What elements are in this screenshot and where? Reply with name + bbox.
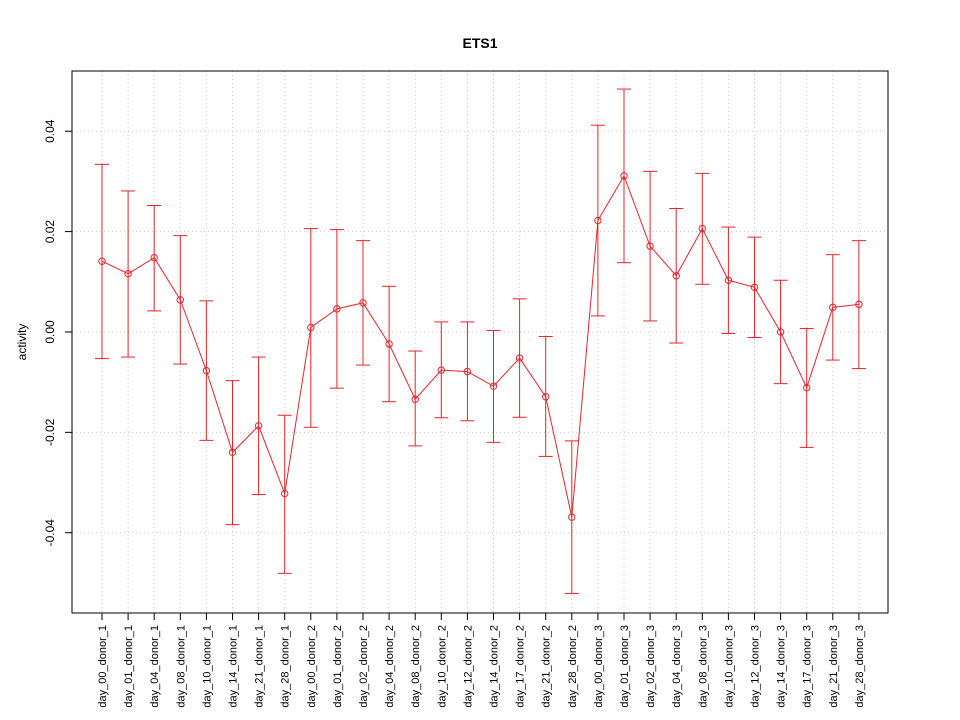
x-tick-label: day_08_donor_2: [410, 625, 422, 708]
data-point: [437, 366, 445, 374]
data-point: [594, 216, 602, 225]
data-point: [98, 257, 106, 265]
x-tick-label: day_04_donor_1: [149, 625, 161, 708]
y-axis: -0.04 -0.02 0.00 0.02 0.04: [43, 119, 72, 546]
data-point: [333, 305, 341, 313]
data-point: [646, 242, 654, 250]
x-tick-label: day_01_donor_2: [332, 625, 344, 708]
x-tick-label: day_28_donor_2: [567, 625, 579, 708]
x-tick-label: day_01_donor_3: [619, 625, 631, 708]
data-point: [672, 272, 680, 280]
y-axis-label: activity: [15, 324, 29, 361]
x-axis: day_00_donor_1 day_01_donor_1 day_04_donor…: [97, 613, 866, 708]
x-tick-label: day_21_donor_3: [828, 625, 840, 708]
data-point: [463, 367, 472, 376]
x-tick-label: day_21_donor_1: [254, 625, 266, 708]
plot-frame: [71, 70, 889, 614]
x-tick-label: day_21_donor_2: [541, 625, 553, 708]
x-tick-label: day_12_donor_3: [750, 625, 762, 708]
data-point: [124, 270, 132, 278]
data-point: [568, 513, 576, 521]
data-point: [150, 253, 158, 262]
x-tick-label: day_14_donor_1: [228, 625, 240, 708]
y-tick-label: -0.04: [43, 519, 57, 547]
data-point: [855, 300, 863, 309]
data-point: [829, 303, 837, 312]
data-point: [489, 382, 498, 390]
x-tick-label: day_02_donor_3: [645, 625, 657, 708]
x-tick-label: day_00_donor_3: [593, 625, 605, 708]
data-point: [176, 296, 185, 304]
data-point: [776, 328, 785, 336]
data-point: [803, 383, 811, 392]
data-point: [359, 299, 367, 307]
x-tick-label: day_17_donor_3: [802, 625, 814, 708]
x-tick-label: day_02_donor_2: [358, 625, 370, 708]
data-point: [385, 340, 393, 348]
data-point: [202, 366, 211, 375]
activity-series: [95, 88, 866, 594]
y-tick-label: 0.02: [43, 220, 57, 244]
x-tick-label: day_04_donor_2: [384, 625, 396, 708]
y-tick-label: 0.04: [43, 119, 57, 143]
x-tick-label: day_00_donor_1: [97, 625, 109, 708]
y-tick-label: 0.00: [43, 320, 57, 344]
data-point: [620, 172, 628, 180]
grid-lines: [72, 71, 888, 613]
y-tick-label: -0.02: [43, 418, 57, 446]
data-point: [724, 276, 733, 284]
data-point: [515, 354, 524, 362]
x-tick-label: day_28_donor_1: [280, 625, 292, 708]
x-tick-label: day_10_donor_1: [201, 625, 213, 708]
x-tick-label: day_04_donor_3: [671, 625, 683, 708]
chart-title: ETS1: [462, 35, 497, 51]
data-point: [254, 422, 263, 430]
x-tick-label: day_14_donor_3: [776, 625, 788, 708]
x-tick-label: day_01_donor_1: [123, 625, 135, 708]
data-point: [411, 395, 419, 403]
data-point: [542, 393, 550, 401]
x-tick-label: day_10_donor_3: [723, 625, 735, 708]
x-tick-label: day_12_donor_2: [462, 625, 474, 708]
data-point: [307, 323, 315, 332]
data-point: [698, 224, 706, 233]
series-line: [101, 174, 859, 518]
x-tick-label: day_10_donor_2: [436, 625, 448, 708]
data-point: [281, 489, 289, 498]
data-point: [228, 448, 237, 457]
x-tick-label: day_14_donor_2: [489, 625, 501, 708]
x-tick-label: day_08_donor_1: [175, 625, 187, 708]
data-point: [750, 283, 759, 291]
x-tick-label: day_08_donor_3: [697, 625, 709, 708]
x-tick-label: day_28_donor_3: [854, 625, 866, 708]
x-tick-label: day_17_donor_2: [515, 625, 527, 708]
x-tick-label: day_00_donor_2: [306, 625, 318, 708]
